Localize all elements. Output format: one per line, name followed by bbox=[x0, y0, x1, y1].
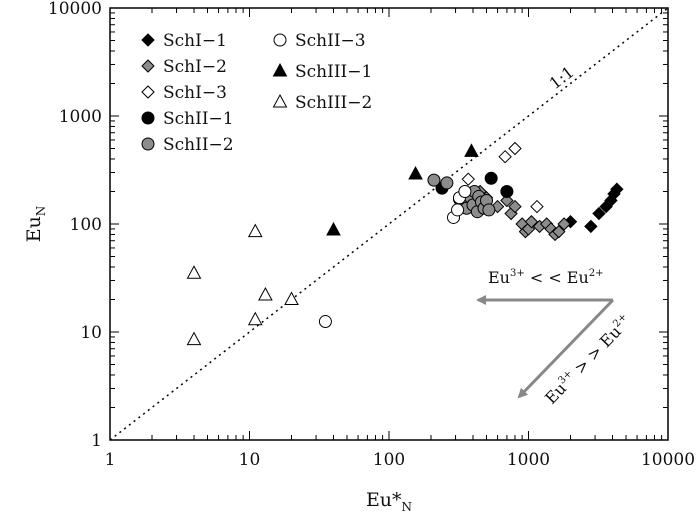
legend-marker bbox=[273, 33, 287, 47]
data-point bbox=[451, 203, 465, 217]
data-point bbox=[284, 291, 299, 305]
y-tick-label: 1 bbox=[91, 431, 102, 451]
legend-marker bbox=[272, 62, 288, 77]
data-point bbox=[530, 199, 544, 214]
x-tick-label: 10 bbox=[239, 450, 261, 470]
legend-label: SchI−2 bbox=[163, 57, 227, 77]
y-tick-label: 100 bbox=[70, 215, 102, 235]
reference-line-1-1 bbox=[110, 8, 668, 440]
legend-marker bbox=[141, 111, 155, 125]
points-layer bbox=[186, 141, 624, 346]
y-tick-label: 10 bbox=[80, 323, 102, 343]
data-point bbox=[508, 141, 522, 156]
data-point bbox=[318, 315, 332, 329]
x-axis-title: Eu*N bbox=[366, 489, 412, 514]
data-point bbox=[461, 172, 475, 186]
legend-label: SchI−3 bbox=[163, 83, 227, 103]
data-point bbox=[440, 176, 454, 190]
arrow-upper-label: Eu3+ < < Eu2+ bbox=[488, 268, 604, 287]
legend-label: SchII−2 bbox=[163, 135, 234, 155]
data-point bbox=[524, 215, 539, 229]
x-tick-label: 10000 bbox=[641, 450, 695, 470]
data-point bbox=[458, 184, 472, 198]
data-point bbox=[498, 149, 512, 164]
data-point bbox=[484, 171, 498, 185]
data-point bbox=[326, 221, 341, 236]
data-point bbox=[186, 331, 202, 346]
legend-marker bbox=[141, 85, 155, 99]
data-point bbox=[408, 166, 423, 180]
data-point bbox=[247, 223, 263, 238]
y-axis-title: EuN bbox=[23, 206, 48, 243]
y-tick-label: 1000 bbox=[59, 107, 102, 127]
legend-label: SchI−1 bbox=[163, 31, 227, 51]
data-point bbox=[186, 265, 202, 279]
arrows-annotation: Eu3+ < < Eu2+ Eu3+ > > Eu2+ bbox=[476, 268, 629, 408]
legend-label: SchII−3 bbox=[295, 31, 366, 51]
tick-labels-layer: 1 10 100 1000 10000 1 10 100 1000 10000 bbox=[48, 0, 695, 470]
reference-line-label: 1:1 bbox=[546, 62, 578, 93]
data-point bbox=[427, 173, 441, 187]
x-tick-label: 1 bbox=[105, 450, 116, 470]
data-point bbox=[508, 199, 522, 214]
x-tick-label: 1000 bbox=[507, 450, 550, 470]
x-tick-label: 100 bbox=[373, 450, 405, 470]
data-point bbox=[258, 286, 273, 301]
data-point bbox=[482, 203, 496, 217]
legend-marker bbox=[141, 137, 155, 151]
legend-marker bbox=[272, 93, 288, 108]
data-point bbox=[557, 217, 571, 231]
data-point bbox=[464, 143, 479, 157]
legend: SchI−1 SchI−2 SchI−3 SchII−1 SchII−2 SchII−3 S… bbox=[141, 31, 372, 155]
legend-label: SchII−1 bbox=[163, 109, 234, 129]
data-point bbox=[584, 219, 598, 234]
data-point bbox=[247, 311, 263, 326]
data-point bbox=[500, 184, 514, 198]
data-point bbox=[592, 206, 606, 221]
data-point bbox=[552, 224, 566, 239]
legend-marker bbox=[141, 33, 155, 47]
data-point bbox=[610, 182, 624, 196]
legend-label: SchIII−2 bbox=[295, 93, 372, 113]
ticks-layer bbox=[109, 7, 669, 441]
legend-label: SchIII−1 bbox=[295, 62, 372, 82]
legend-marker bbox=[141, 59, 155, 73]
data-point bbox=[500, 193, 514, 208]
y-tick-label: 10000 bbox=[48, 0, 102, 19]
arrow-down-left bbox=[517, 298, 615, 399]
